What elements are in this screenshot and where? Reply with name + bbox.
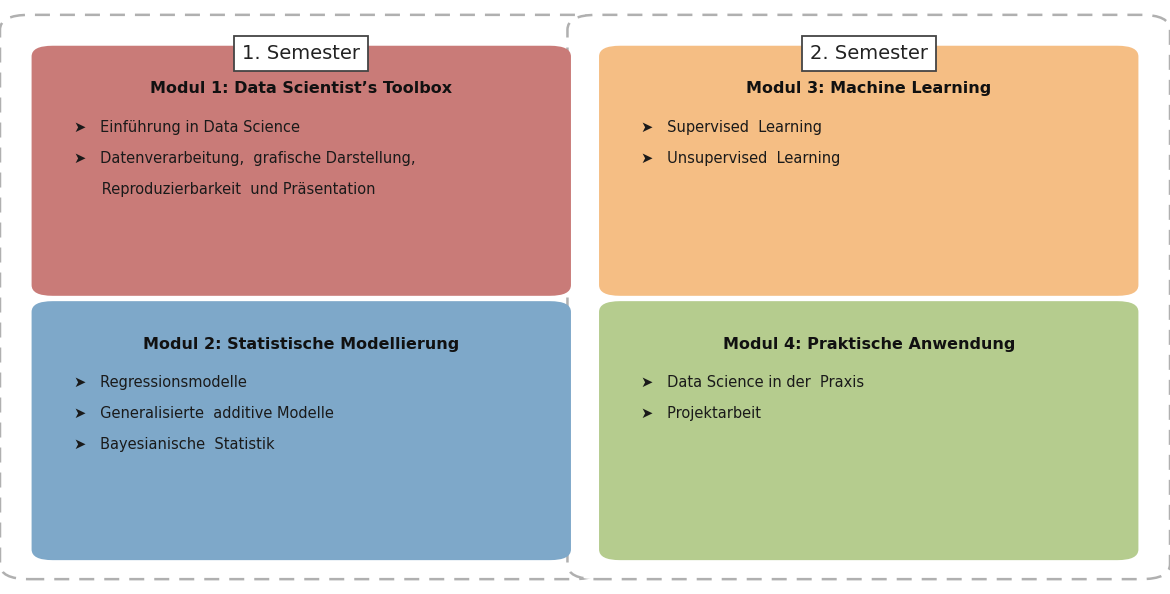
Text: ➤   Datenverarbeitung,  grafische Darstellung,: ➤ Datenverarbeitung, grafische Darstellu… [74, 151, 415, 166]
Text: Modul 4: Praktische Anwendung: Modul 4: Praktische Anwendung [723, 337, 1014, 352]
Text: ➤   Unsupervised  Learning: ➤ Unsupervised Learning [641, 151, 840, 166]
Text: Modul 3: Machine Learning: Modul 3: Machine Learning [746, 81, 991, 96]
Text: ➤   Projektarbeit: ➤ Projektarbeit [641, 406, 762, 421]
Text: Modul 2: Statistische Modellierung: Modul 2: Statistische Modellierung [143, 337, 460, 352]
Text: 1. Semester: 1. Semester [242, 44, 360, 63]
Text: ➤   Regressionsmodelle: ➤ Regressionsmodelle [74, 375, 247, 390]
FancyBboxPatch shape [599, 301, 1138, 560]
FancyBboxPatch shape [599, 46, 1138, 296]
Text: ➤   Generalisierte  additive Modelle: ➤ Generalisierte additive Modelle [74, 406, 333, 421]
Text: ➤   Supervised  Learning: ➤ Supervised Learning [641, 120, 823, 135]
FancyBboxPatch shape [567, 15, 1170, 579]
Text: ➤   Einführung in Data Science: ➤ Einführung in Data Science [74, 120, 300, 135]
Text: Reproduzierbarkeit  und Präsentation: Reproduzierbarkeit und Präsentation [74, 182, 376, 197]
Text: 2. Semester: 2. Semester [810, 44, 928, 63]
Text: ➤   Bayesianische  Statistik: ➤ Bayesianische Statistik [74, 437, 274, 452]
Text: ➤   Data Science in der  Praxis: ➤ Data Science in der Praxis [641, 375, 865, 390]
Text: Modul 1: Data Scientist’s Toolbox: Modul 1: Data Scientist’s Toolbox [150, 81, 453, 96]
FancyBboxPatch shape [32, 46, 571, 296]
FancyBboxPatch shape [0, 15, 603, 579]
FancyBboxPatch shape [32, 301, 571, 560]
